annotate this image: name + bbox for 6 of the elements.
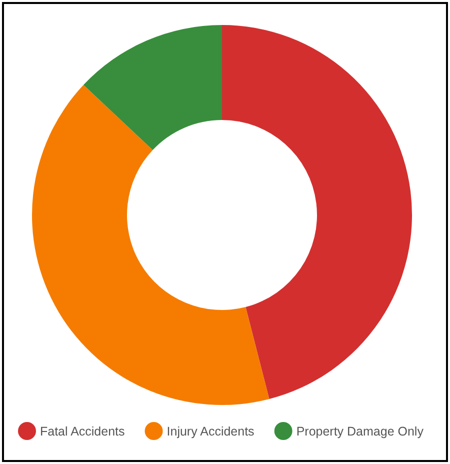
donut-slice: [222, 25, 412, 400]
legend-label: Fatal Accidents: [40, 424, 125, 438]
legend-label: Injury Accidents: [166, 424, 254, 438]
donut-slice: [83, 25, 222, 150]
legend-label: Property Damage Only: [296, 424, 424, 438]
donut-slice: [32, 84, 270, 405]
